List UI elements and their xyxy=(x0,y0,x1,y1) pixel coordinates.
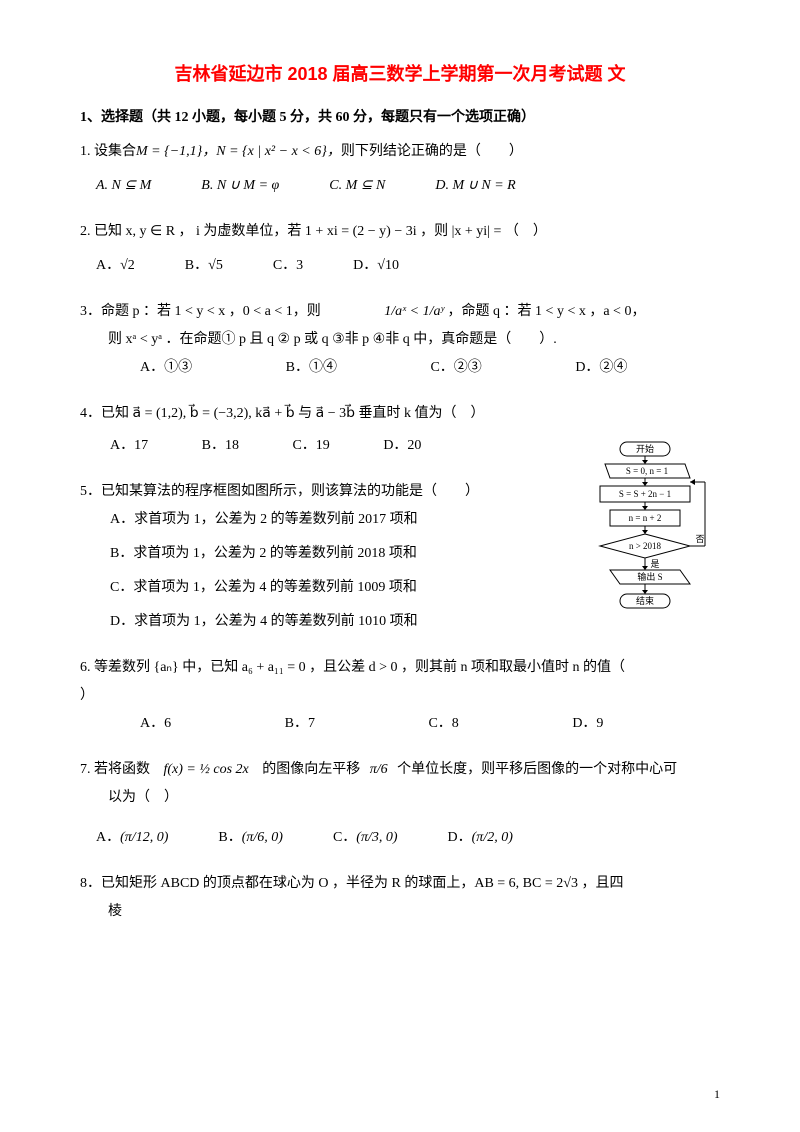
question-8: 8．已知矩形 ABCD 的顶点都在球心为 O ，半径为 R 的球面上，AB = … xyxy=(80,870,720,926)
q2-opt-c: C．3 xyxy=(273,252,303,280)
q6-opt-a: A．6 xyxy=(140,716,171,731)
question-1: 1. 设集合 M = {−1,1}， N = {x | x² − x < 6}，… xyxy=(80,138,720,200)
q4-opt-d: D．20 xyxy=(383,438,421,453)
q3-line1: 3．命题 p ：若 1 < y < x ，0 < a < 1，则 xyxy=(80,304,321,319)
fc-step1: S = S + 2n − 1 xyxy=(619,489,671,499)
q2-opt-a: A．√2 xyxy=(96,252,135,280)
fc-yes: 是 xyxy=(650,559,659,569)
fc-output: 输出 S xyxy=(637,571,662,582)
q3-line2: 则 xᵃ < yᵃ ．在命题① p 且 q ② p 或 q ③非 p ④非 q … xyxy=(80,326,720,354)
question-3: 3．命题 p ：若 1 < y < x ，0 < a < 1，则 1/aˣ < … xyxy=(80,298,720,382)
fc-end: 结束 xyxy=(636,595,654,606)
q1-n: N = {x | x² − x < 6}， xyxy=(216,138,341,166)
question-2: 2. 已知 x, y ∈ R ， i 为虚数单位，若 1 + xi = (2 −… xyxy=(80,218,720,280)
question-7: 7. 若将函数 f(x) = ½ cos 2x 的图像向左平移 π/6 个单位长… xyxy=(80,756,720,852)
q4-opt-c: C．19 xyxy=(292,438,329,453)
q7-opt-c: C．(π/3, 0) xyxy=(333,824,398,852)
page-title: 吉林省延边市 2018 届高三数学上学期第一次月考试题 文 xyxy=(80,60,720,86)
q3-opt-c: C．②③ xyxy=(430,360,481,375)
q1-m: M = {−1,1}， xyxy=(136,138,216,166)
q8-stem: 8．已知矩形 ABCD 的顶点都在球心为 O ，半径为 R 的球面上，AB = … xyxy=(80,870,720,898)
question-6: 6. 等差数列 {aₙ} 中，已知 a₆ + a₁₁ = 0 ，且公差 d > … xyxy=(80,654,720,738)
q6-opt-d: D．9 xyxy=(572,716,603,731)
q3-opt-a: A．①③ xyxy=(140,360,192,375)
q7-frac: π/6 xyxy=(370,762,388,777)
q2-stem: 2. 已知 x, y ∈ R ， i 为虚数单位，若 1 + xi = (2 −… xyxy=(80,218,720,246)
fc-cond: n > 2018 xyxy=(629,541,662,551)
page-number: 1 xyxy=(714,1087,720,1102)
q7-stem1: 7. 若将函数 xyxy=(80,762,150,777)
q1-opt-c: C. M ⊆ N xyxy=(329,172,385,200)
q7-stem3: 个单位长度，则平移后图像的一个对称中心可 xyxy=(397,762,677,777)
q4-opt-a: A．17 xyxy=(110,438,148,453)
q2-opt-d: D．√10 xyxy=(353,252,399,280)
q7-stem2: 的图像向左平移 xyxy=(262,762,360,777)
q1-stem: 1. 设集合 xyxy=(80,138,136,166)
fc-start: 开始 xyxy=(636,443,654,454)
flowchart-diagram: 开始 S = 0, n = 1 S = S + 2n − 1 n = n + 2… xyxy=(575,440,715,645)
q7-opt-d: D．(π/2, 0) xyxy=(448,824,513,852)
q3-opt-d: D．②④ xyxy=(575,360,627,375)
q3-frac: 1/aˣ < 1/aʸ xyxy=(384,304,444,319)
q6-opt-c: C．8 xyxy=(428,716,458,731)
q7-opt-b: B．(π/6, 0) xyxy=(218,824,283,852)
fc-init: S = 0, n = 1 xyxy=(626,466,668,476)
q5-opt-d: D．求首项为 1，公差为 4 的等差数列前 1010 项和 xyxy=(80,608,520,636)
q3-opt-b: B．①④ xyxy=(286,360,337,375)
question-4: 4．已知 a⃗ = (1,2), b⃗ = (−3,2), ka⃗ + b⃗ 与… xyxy=(80,400,540,460)
q1-tail: 则下列结论正确的是（ ） xyxy=(341,138,523,166)
q7-func: f(x) = ½ cos 2x xyxy=(164,762,249,777)
q7-stem4: 以为（ ） xyxy=(80,784,720,812)
section-header: 1、选择题（共 12 小题，每小题 5 分，共 60 分，每题只有一个选项正确） xyxy=(80,106,720,126)
q5-opt-b: B．求首项为 1，公差为 2 的等差数列前 2018 项和 xyxy=(80,540,520,568)
q4-opt-b: B．18 xyxy=(202,438,239,453)
q5-opt-c: C．求首项为 1，公差为 4 的等差数列前 1009 项和 xyxy=(80,574,520,602)
q4-stem: 4．已知 a⃗ = (1,2), b⃗ = (−3,2), ka⃗ + b⃗ 与… xyxy=(80,400,540,428)
q6-opt-b: B．7 xyxy=(285,716,315,731)
fc-step2: n = n + 2 xyxy=(629,513,662,523)
q5-opt-a: A．求首项为 1，公差为 2 的等差数列前 2017 项和 xyxy=(80,506,520,534)
q5-stem: 5．已知某算法的程序框图如图所示，则该算法的功能是（ ） xyxy=(80,478,520,506)
question-5: 5．已知某算法的程序框图如图所示，则该算法的功能是（ ） A．求首项为 1，公差… xyxy=(80,478,520,636)
q1-opt-a: A. N ⊆ M xyxy=(96,172,151,200)
q1-opt-b: B. N ∪ M = φ xyxy=(201,172,279,200)
fc-no: 否 xyxy=(695,534,704,544)
q6-stem: 6. 等差数列 {aₙ} 中，已知 a₆ + a₁₁ = 0 ，且公差 d > … xyxy=(80,654,720,682)
q2-opt-b: B．√5 xyxy=(185,252,223,280)
q1-opt-d: D. M ∪ N = R xyxy=(435,172,515,200)
q7-opt-a: A．(π/12, 0) xyxy=(96,824,168,852)
q8-stem2: 棱 xyxy=(80,898,720,926)
q6-close: ） xyxy=(80,682,720,710)
q3-line1b: ，命题 q ：若 1 < y < x ，a < 0， xyxy=(448,304,646,319)
